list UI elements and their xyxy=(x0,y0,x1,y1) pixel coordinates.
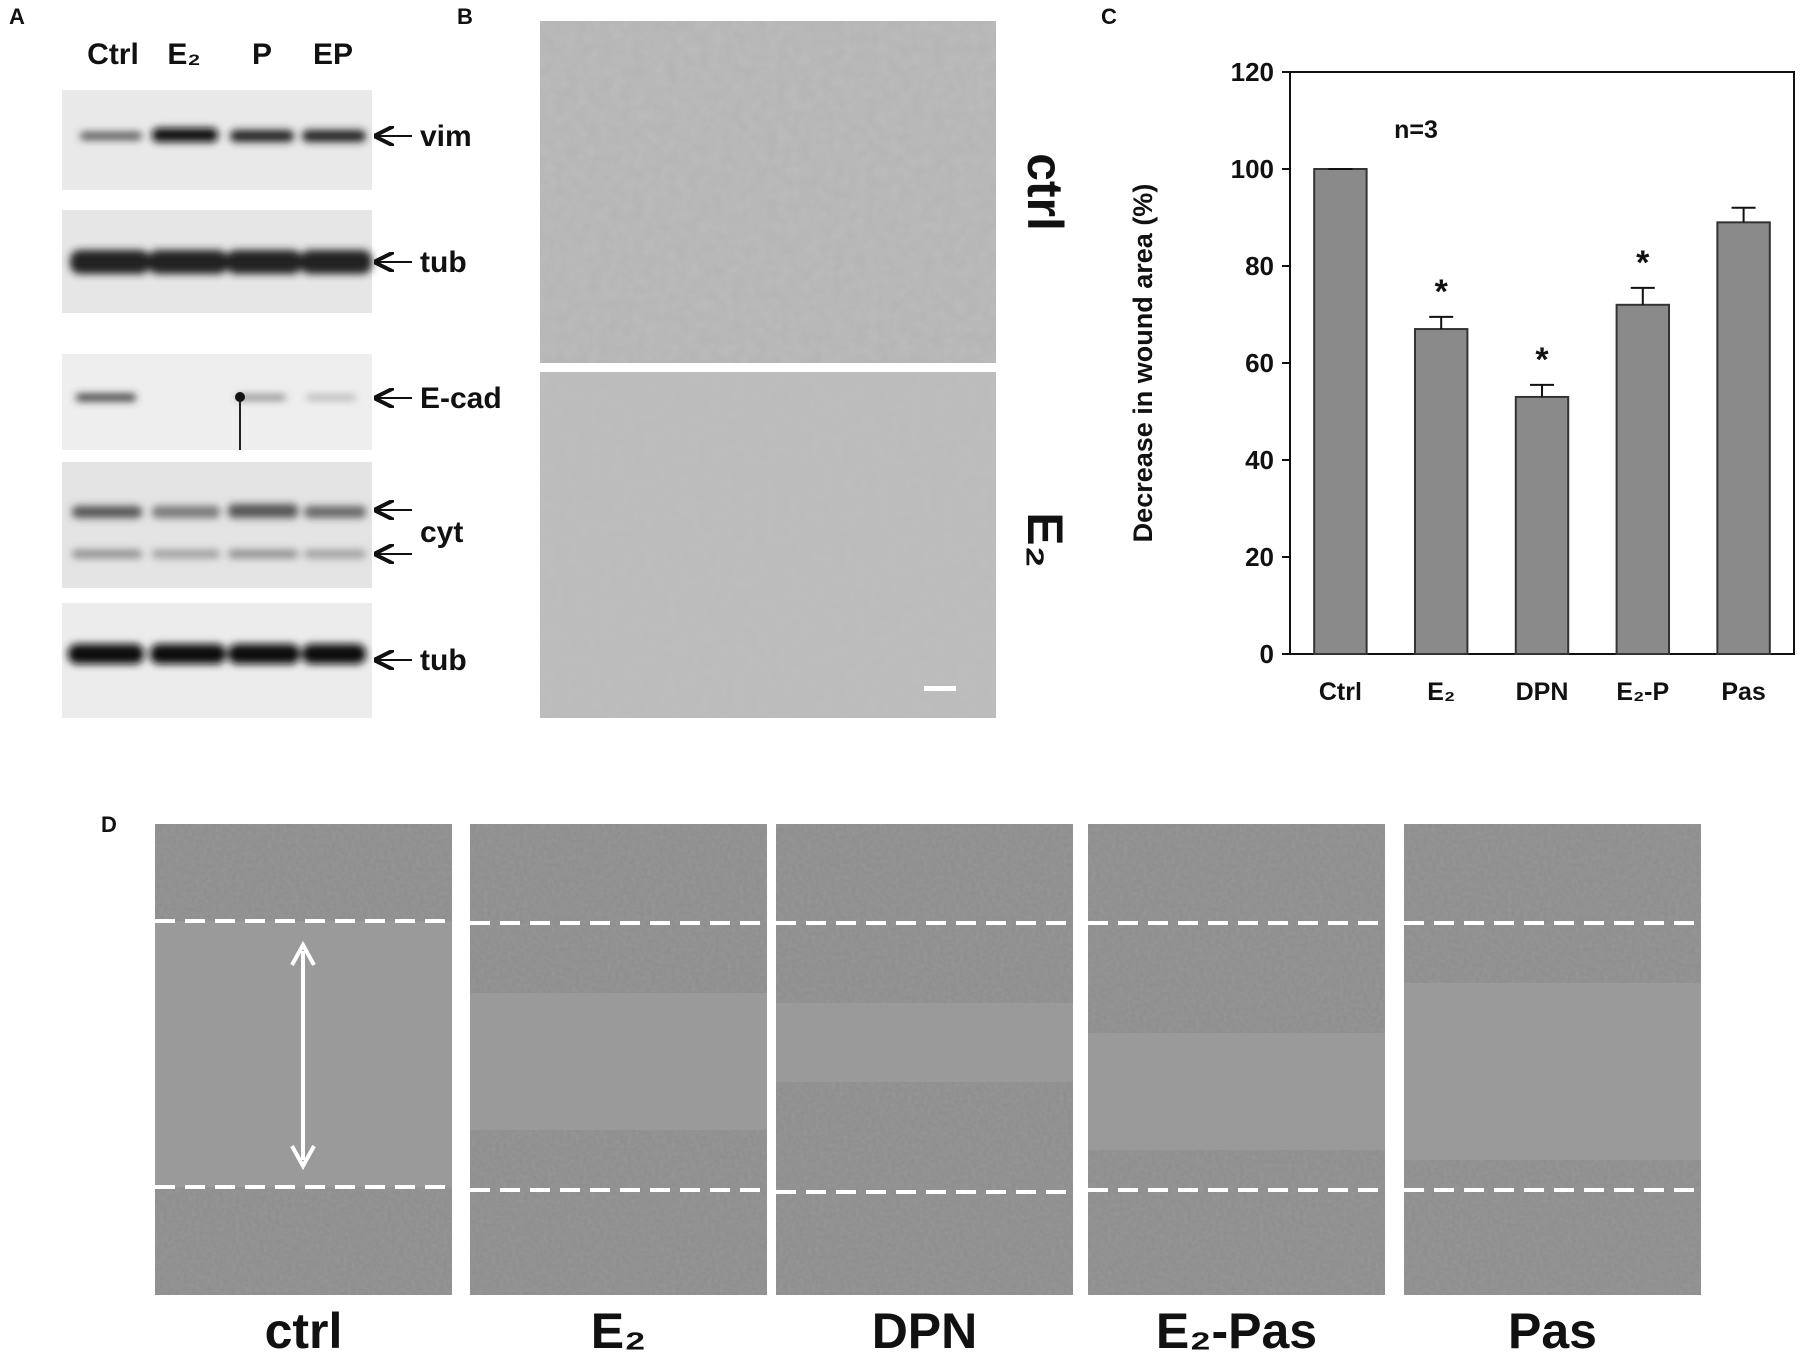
significance-label: * xyxy=(1636,244,1650,282)
x-tick-label: Ctrl xyxy=(1319,678,1362,706)
wound-images: ctrl E₂ DPN E₂-Pas Pas xyxy=(155,824,1701,1359)
blots xyxy=(62,90,372,718)
significance-label: * xyxy=(1535,341,1549,379)
y-tick-label: 120 xyxy=(1231,57,1274,87)
bar xyxy=(1615,303,1671,655)
row-label: vim xyxy=(420,120,472,153)
texture xyxy=(540,372,996,718)
blot xyxy=(62,462,372,588)
texture xyxy=(1088,1150,1385,1295)
micrographs xyxy=(540,21,996,718)
row-label: E-cad xyxy=(420,382,502,415)
image-label: ctrl xyxy=(265,1303,343,1359)
row-label: tub xyxy=(420,246,467,279)
panel-letter: C xyxy=(1101,4,1117,29)
y-tick-label: 80 xyxy=(1245,251,1274,281)
panel-letter: A xyxy=(9,4,25,29)
bands xyxy=(68,128,372,664)
y-axis-label: Decrease in wound area (%) xyxy=(1128,184,1158,543)
texture xyxy=(470,824,767,993)
row-labels xyxy=(376,136,412,660)
image-label: DPN xyxy=(872,1303,978,1359)
texture xyxy=(1404,824,1701,983)
x-tick-label: E₂ xyxy=(1427,678,1455,706)
texture xyxy=(1404,1160,1701,1295)
texture xyxy=(540,21,996,363)
lane-labels: Ctrl E₂ P EP xyxy=(87,38,353,71)
texture xyxy=(155,1187,452,1295)
x-tick-label: E₂-P xyxy=(1616,678,1669,706)
blot xyxy=(62,354,372,450)
lane-label: E₂ xyxy=(167,38,200,71)
bar xyxy=(1514,395,1570,655)
x-tick-label: Pas xyxy=(1721,678,1765,706)
arrow-heads xyxy=(290,940,316,1171)
row-label: tub xyxy=(420,644,467,677)
panel-letter: D xyxy=(101,812,117,837)
scale-bar xyxy=(924,686,956,691)
bar xyxy=(1313,168,1368,655)
texture xyxy=(155,824,452,921)
image-label: E₂ xyxy=(591,1303,647,1359)
bar xyxy=(1716,221,1771,655)
texture xyxy=(470,1130,767,1295)
image-label: E₂-Pas xyxy=(1156,1303,1317,1359)
cell-free-area xyxy=(1088,1033,1385,1150)
y-tick-label: 20 xyxy=(1245,542,1274,572)
image-label: ctrl xyxy=(1017,153,1073,231)
image-label: E₂ xyxy=(1017,512,1073,568)
y-tick-label: 100 xyxy=(1231,154,1274,184)
texture xyxy=(1088,824,1385,1033)
lane-label: EP xyxy=(313,38,353,71)
texture xyxy=(776,824,1073,1003)
y-tick-label: 60 xyxy=(1245,348,1274,378)
y-tick-label: 0 xyxy=(1260,639,1274,669)
bar xyxy=(1413,328,1469,655)
panel-letter: B xyxy=(457,4,473,29)
bar-chart: 0 20 40 60 80 100 120 Decrease in wound area (%… xyxy=(1128,57,1795,706)
cell-free-area xyxy=(776,1003,1073,1082)
row-label: cyt xyxy=(420,516,463,549)
cell-free-area xyxy=(470,993,767,1130)
texture xyxy=(776,1082,1073,1295)
significance-label: * xyxy=(1435,273,1449,311)
lane-label: Ctrl xyxy=(87,38,139,71)
cell-free-area xyxy=(1404,983,1701,1160)
annotation: n=3 xyxy=(1394,116,1438,144)
x-tick-label: DPN xyxy=(1516,678,1569,706)
image-label: Pas xyxy=(1508,1303,1597,1359)
y-tick-label: 40 xyxy=(1245,445,1274,475)
lane-label: P xyxy=(252,38,272,71)
